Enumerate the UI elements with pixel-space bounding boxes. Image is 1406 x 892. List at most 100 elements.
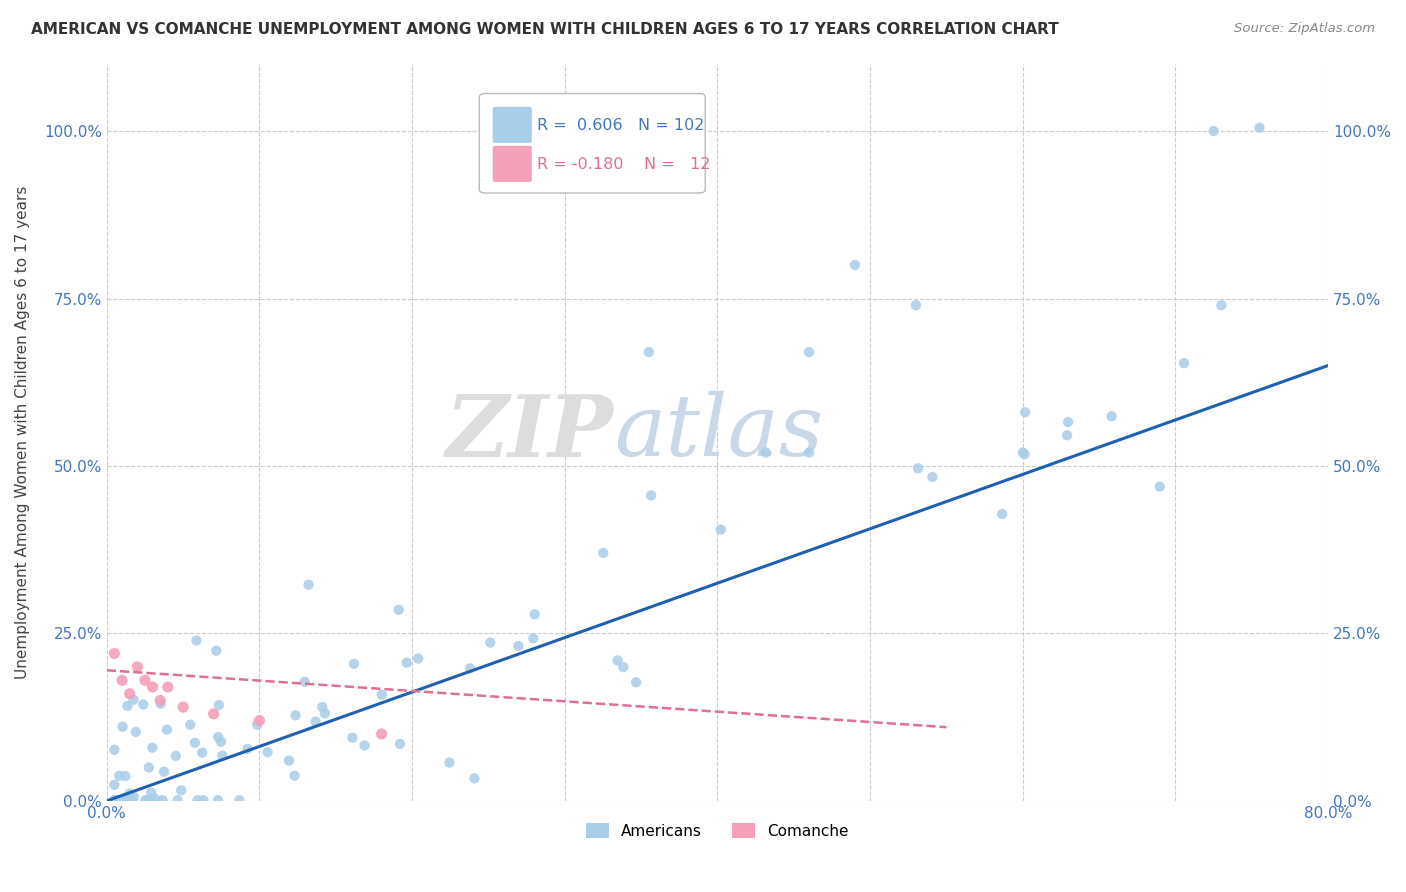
Point xyxy=(1149,479,1171,493)
Point xyxy=(202,706,225,721)
Point xyxy=(710,523,733,537)
Point xyxy=(108,769,131,783)
Point xyxy=(114,793,136,807)
Point xyxy=(165,748,187,763)
FancyBboxPatch shape xyxy=(492,146,531,182)
Point xyxy=(612,660,634,674)
Text: AMERICAN VS COMANCHE UNEMPLOYMENT AMONG WOMEN WITH CHILDREN AGES 6 TO 17 YEARS C: AMERICAN VS COMANCHE UNEMPLOYMENT AMONG … xyxy=(31,22,1059,37)
Point xyxy=(209,735,232,749)
Point xyxy=(592,546,614,560)
Point xyxy=(103,778,125,792)
Point xyxy=(114,769,136,783)
Point xyxy=(111,673,134,688)
Text: ZIP: ZIP xyxy=(446,391,613,475)
Point xyxy=(353,739,375,753)
Legend: Americans, Comanche: Americans, Comanche xyxy=(579,816,855,845)
Point xyxy=(508,639,530,653)
Point xyxy=(139,785,162,799)
Point xyxy=(118,787,141,801)
Point xyxy=(139,793,162,807)
Point xyxy=(156,723,179,737)
Point xyxy=(342,731,364,745)
Point xyxy=(343,657,366,671)
Point xyxy=(156,680,179,694)
Point xyxy=(844,258,866,272)
Text: atlas: atlas xyxy=(613,391,823,474)
FancyBboxPatch shape xyxy=(479,94,706,193)
Point xyxy=(121,793,143,807)
Point xyxy=(797,445,820,459)
Point xyxy=(170,783,193,797)
Point xyxy=(103,793,125,807)
Point xyxy=(141,740,163,755)
Point xyxy=(152,793,174,807)
Point xyxy=(304,714,326,729)
Point xyxy=(205,643,228,657)
Point xyxy=(122,692,145,706)
Point xyxy=(120,793,142,807)
Point xyxy=(166,793,188,807)
Point xyxy=(1011,445,1033,459)
Point xyxy=(907,461,929,475)
Point xyxy=(479,635,502,649)
Point xyxy=(406,651,429,665)
Point xyxy=(311,700,333,714)
Point xyxy=(125,725,148,739)
Point xyxy=(904,298,927,312)
Point xyxy=(111,720,134,734)
Point xyxy=(153,764,176,779)
Point xyxy=(1249,120,1271,135)
Point xyxy=(105,793,128,807)
Point xyxy=(117,793,139,807)
Point xyxy=(1014,447,1036,461)
Point xyxy=(179,717,201,731)
Point xyxy=(149,697,172,711)
Point xyxy=(187,793,209,807)
Point xyxy=(184,736,207,750)
Point xyxy=(278,754,301,768)
Point xyxy=(127,660,149,674)
Point xyxy=(755,445,778,459)
Point xyxy=(921,470,943,484)
Point xyxy=(388,603,411,617)
FancyBboxPatch shape xyxy=(492,107,531,143)
Point xyxy=(637,345,659,359)
Point xyxy=(236,742,259,756)
Point xyxy=(186,633,208,648)
Point xyxy=(294,674,316,689)
Point xyxy=(1211,298,1233,312)
Point xyxy=(103,793,125,807)
Point xyxy=(1173,356,1195,370)
Text: R =  0.606   N = 102: R = 0.606 N = 102 xyxy=(537,118,704,133)
Point xyxy=(463,772,485,786)
Point xyxy=(103,647,125,661)
Point xyxy=(172,700,194,714)
Text: R = -0.180    N =   12: R = -0.180 N = 12 xyxy=(537,157,710,172)
Point xyxy=(1014,405,1036,419)
Point xyxy=(523,607,546,622)
Point xyxy=(149,693,172,707)
Point xyxy=(103,793,125,807)
Point xyxy=(207,730,229,744)
Point xyxy=(143,791,166,805)
Point xyxy=(388,737,411,751)
Point xyxy=(371,688,394,702)
Point xyxy=(297,577,319,591)
Point xyxy=(134,673,156,688)
Point xyxy=(1056,428,1078,442)
Point xyxy=(439,756,461,770)
Point xyxy=(117,698,139,713)
Point xyxy=(606,653,628,667)
Point xyxy=(284,708,307,723)
Point xyxy=(228,793,250,807)
Point xyxy=(249,714,271,728)
Point xyxy=(134,793,156,807)
Point xyxy=(395,656,418,670)
Text: Source: ZipAtlas.com: Source: ZipAtlas.com xyxy=(1234,22,1375,36)
Y-axis label: Unemployment Among Women with Children Ages 6 to 17 years: Unemployment Among Women with Children A… xyxy=(15,186,30,679)
Point xyxy=(370,727,392,741)
Point xyxy=(121,793,143,807)
Point xyxy=(136,793,159,807)
Point xyxy=(991,507,1014,521)
Point xyxy=(122,789,145,804)
